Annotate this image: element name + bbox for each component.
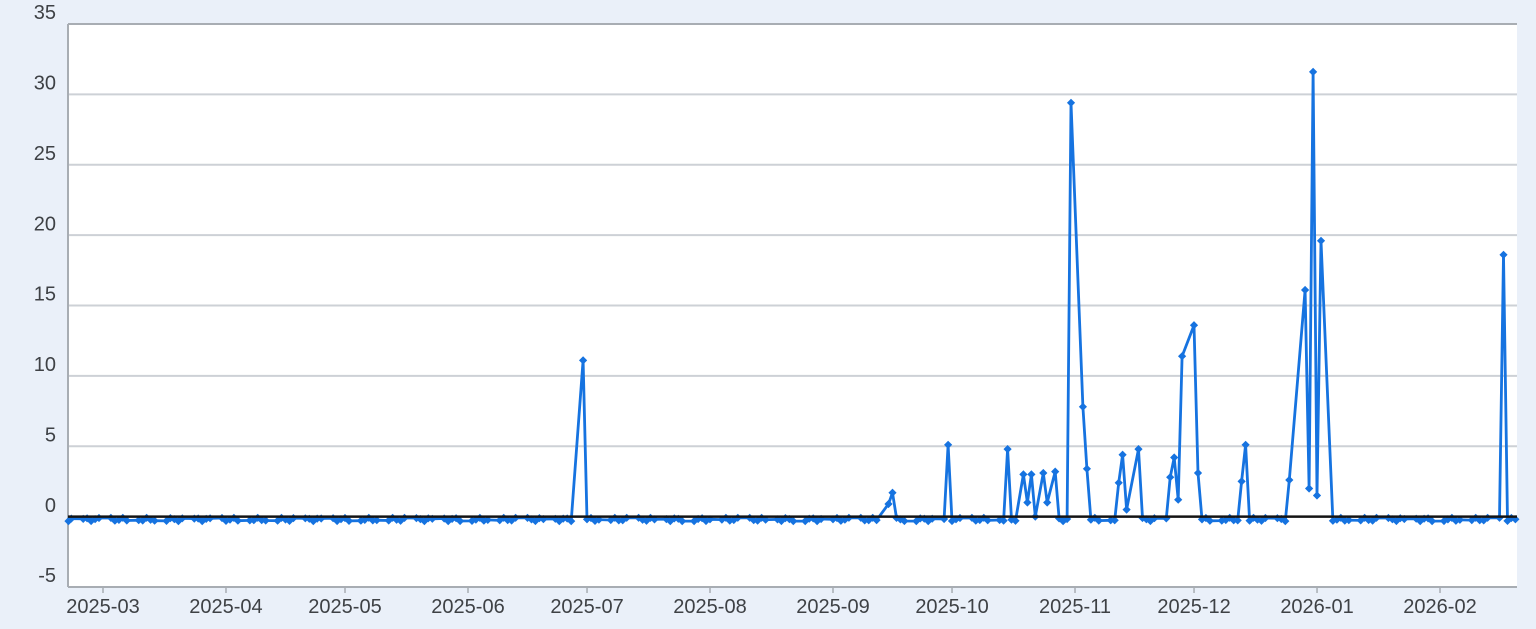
x-tick-label: 2025-05	[308, 596, 381, 618]
x-tick-label: 2025-10	[915, 596, 988, 618]
x-tick-label: 2025-04	[189, 596, 262, 618]
y-tick-label: -5	[38, 565, 56, 587]
x-tick-label: 2025-07	[550, 596, 623, 618]
y-tick-label: 25	[34, 143, 56, 165]
x-axis-ticks	[102, 587, 1441, 593]
x-tick-label: 2025-06	[431, 596, 504, 618]
plot-borders	[67, 23, 1517, 588]
x-tick-label: 2026-01	[1280, 596, 1353, 618]
y-tick-label: 30	[34, 73, 56, 95]
y-tick-label: 15	[34, 284, 56, 306]
y-tick-label: 35	[34, 2, 56, 24]
x-tick-label: 2025-11	[1039, 596, 1111, 618]
x-tick-label: 2025-08	[673, 596, 746, 618]
x-tick-label: 2025-03	[66, 596, 139, 618]
x-tick-label: 2025-09	[796, 596, 869, 618]
y-tick-label: 5	[45, 424, 56, 446]
x-tick-label: 2025-12	[1157, 596, 1230, 618]
y-tick-label: 10	[34, 354, 56, 376]
x-tick-label: 2026-02	[1403, 596, 1476, 618]
y-tick-label: 20	[34, 213, 56, 235]
y-axis-labels: 35 30 25 20 15 10 5 0 -5	[34, 2, 56, 587]
y-tick-label: 0	[45, 495, 56, 517]
x-axis-labels: 2025-03 2025-04 2025-05 2025-06 2025-07 2025-…	[66, 596, 1476, 618]
